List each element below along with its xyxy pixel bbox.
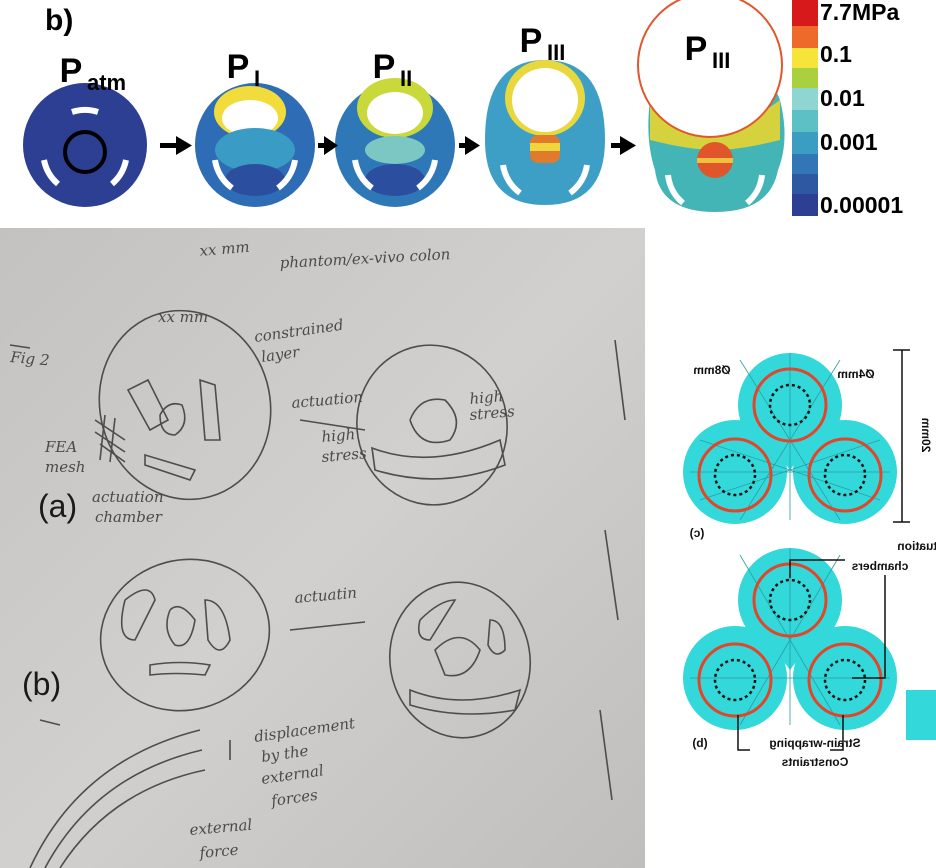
panel-b: b) (23, 0, 903, 218)
stage-main: P (373, 48, 396, 86)
trefoil-b (683, 548, 936, 751)
handwritten-note: FEA (44, 438, 77, 456)
schematic-label: Ø4mm (837, 367, 874, 381)
handwritten-note: actuatin (294, 584, 358, 607)
colorbar-label: 0.00001 (820, 192, 903, 218)
stage-label: P III (520, 22, 566, 65)
handwritten-note: xx mm (199, 238, 251, 260)
schematic-label: (b) (692, 736, 707, 750)
schematic-label: Ø8mm (693, 363, 730, 377)
stage-main: P (227, 48, 250, 86)
colorbar-label: 0.001 (820, 129, 878, 155)
stage-main: P (60, 52, 83, 90)
stage-3b (637, 0, 785, 212)
schematic-label: chambers (851, 559, 908, 573)
handwritten-note: stress (469, 402, 516, 424)
panel-label: (b) (22, 666, 61, 702)
handwritten-note: Fig 2 (9, 348, 51, 369)
stage-sub: atm (87, 70, 126, 95)
stage-label: P III (685, 30, 731, 73)
stage-3 (485, 60, 605, 205)
colorbar (792, 0, 818, 216)
trefoil-c (683, 349, 910, 524)
schematic-label: Actuation (897, 539, 936, 553)
stage-2 (335, 78, 455, 207)
schematic-label: Constraints (781, 755, 848, 769)
panel-label: b) (45, 4, 73, 37)
schematic-label: (c) (690, 526, 705, 540)
stage-sub: III (547, 40, 565, 65)
handwritten-note: chamber (95, 508, 163, 526)
handwritten-note: force (198, 841, 240, 862)
handwritten-note: xx mm (158, 308, 208, 326)
schematic-label: 20mm (919, 418, 933, 453)
handwritten-note: external (189, 816, 253, 839)
stage-sub: II (400, 66, 412, 91)
stage-main: P (520, 22, 543, 60)
handwritten-note: stress (321, 444, 368, 466)
handwritten-note: layer (260, 343, 301, 366)
stage-atm (23, 83, 147, 207)
colorbar-label: 0.1 (820, 41, 852, 67)
stage-sub: III (712, 48, 730, 73)
stage-main: P (685, 30, 708, 68)
arrows (160, 136, 636, 155)
handwritten-note: high (469, 387, 504, 408)
panel-label: (a) (38, 488, 77, 524)
handwritten-note: mesh (45, 458, 85, 476)
colorbar-label: 0.01 (820, 85, 865, 111)
colorbar-label: 7.7MPa (820, 0, 899, 25)
stage-label: P II (373, 48, 413, 91)
schematic: Ø8mm Ø4mm (c) Actuation chambers (b) Strain-wr… (683, 349, 936, 769)
stage-sub: I (254, 66, 260, 91)
handwritten-note: high (321, 425, 356, 446)
schematic-label: Strain-wrapping (769, 736, 860, 750)
stage-1 (195, 83, 315, 207)
handwritten-note: actuation (92, 488, 164, 506)
